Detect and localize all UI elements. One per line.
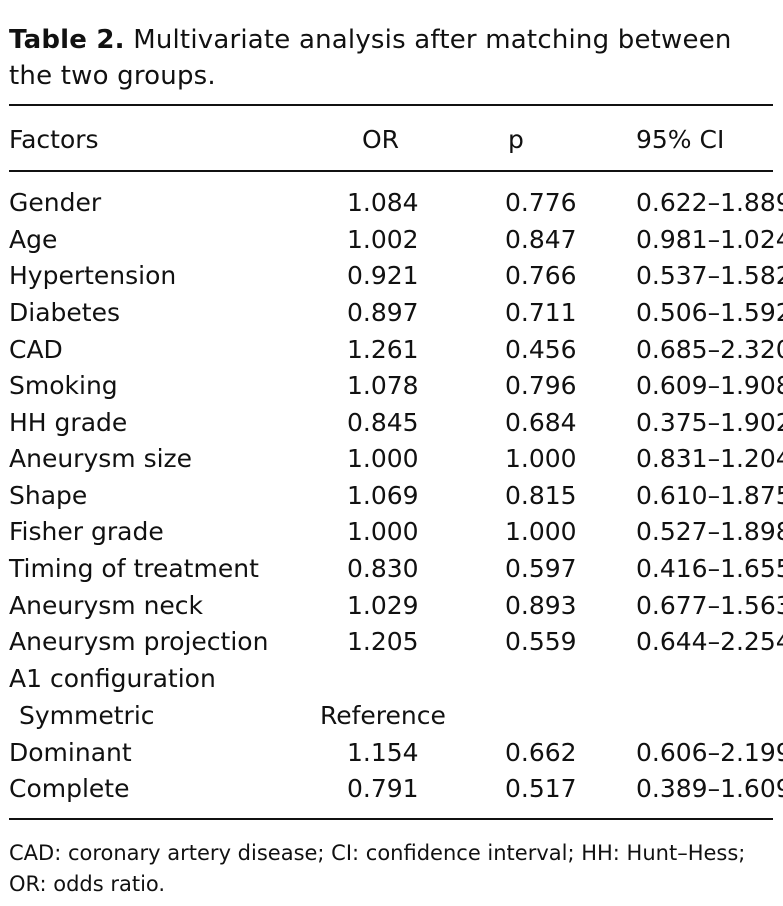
ci-cell: 0.506–1.592 [636,298,783,327]
p-cell: 1.000 [505,517,577,546]
table-row: Aneurysm size 1.000 1.000 0.831–1.204 [9,441,783,477]
p-cell: 0.776 [505,188,577,217]
factor-cell: Aneurysm projection [9,627,269,656]
p-cell: 0.662 [505,738,577,767]
p-cell: 0.517 [505,774,577,803]
factor-cell: Shape [9,481,88,510]
factor-cell: Gender [9,188,102,217]
top-rule [9,104,773,106]
ci-cell: 0.677–1.563 [636,591,783,620]
ci-cell: 0.685–2.320 [636,335,783,364]
ci-cell: 0.644–2.254 [636,627,783,656]
or-cell: 1.205 [347,627,419,656]
factor-cell: Timing of treatment [9,554,259,583]
ci-cell: 0.537–1.582 [636,261,783,290]
p-cell: 0.893 [505,591,577,620]
factor-cell: A1 configuration [9,664,216,693]
ci-cell: 0.527–1.898 [636,517,783,546]
table-row: A1 configuration [9,661,773,697]
ci-cell: 0.610–1.875 [636,481,783,510]
or-cell: 1.002 [347,225,419,254]
ci-cell: 0.622–1.889 [636,188,783,217]
p-cell: 0.559 [505,627,577,656]
or-cell: 1.154 [347,738,419,767]
or-cell: 1.029 [347,591,419,620]
or-cell: 1.078 [347,371,419,400]
or-cell: 0.897 [347,298,419,327]
table-row: Complete 0.791 0.517 0.389–1.609 [9,771,783,807]
table-row: CAD 1.261 0.456 0.685–2.320 [9,332,783,368]
or-cell: 0.791 [347,774,419,803]
factor-cell: Aneurysm neck [9,591,204,620]
ci-cell: 0.831–1.204 [636,444,783,473]
factor-cell: Diabetes [9,298,120,327]
ci-cell: 0.375–1.902 [636,408,783,437]
bottom-rule [9,818,773,820]
table-row: Hypertension 0.921 0.766 0.537–1.582 [9,258,783,294]
table-title: Multivariate analysis after matching bet… [9,25,732,91]
table-row: Aneurysm projection 1.205 0.559 0.644–2.… [9,624,783,660]
table-caption: Table 2. Multivariate analysis after mat… [9,22,774,94]
table-row: Aneurysm neck 1.029 0.893 0.677–1.563 [9,588,783,624]
p-cell: 0.711 [505,298,577,327]
factor-cell: Symmetric [19,701,155,730]
p-cell: 0.684 [505,408,577,437]
or-cell: 0.830 [347,554,419,583]
or-cell: 1.261 [347,335,419,364]
table-row: Symmetric Reference [9,698,773,734]
factor-cell: Complete [9,774,130,803]
or-cell: 1.000 [347,444,419,473]
table-row: Gender 1.084 0.776 0.622–1.889 [9,185,783,221]
table-row: Shape 1.069 0.815 0.610–1.875 [9,478,783,514]
table-row: Smoking 1.078 0.796 0.609–1.908 [9,368,783,404]
header-ci: 95% CI [636,125,725,154]
ci-cell: 0.416–1.655 [636,554,783,583]
table-header: Factors OR p 95% CI [9,122,773,158]
table-label: Table 2. [9,25,125,55]
ci-cell: 0.981–1.024 [636,225,783,254]
table-row: Dominant 1.154 0.662 0.606–2.199 [9,735,783,771]
factor-cell: Dominant [9,738,132,767]
factor-cell: Age [9,225,58,254]
or-cell: Reference [320,701,446,730]
factor-cell: Hypertension [9,261,177,290]
table-row: Age 1.002 0.847 0.981–1.024 [9,222,783,258]
or-cell: 1.069 [347,481,419,510]
p-cell: 0.847 [505,225,577,254]
factor-cell: Fisher grade [9,517,164,546]
header-rule [9,170,773,172]
or-cell: 0.845 [347,408,419,437]
header-factors: Factors [9,125,99,154]
p-cell: 1.000 [505,444,577,473]
table-row: Fisher grade 1.000 1.000 0.527–1.898 [9,514,783,550]
table-row: Diabetes 0.897 0.711 0.506–1.592 [9,295,783,331]
p-cell: 0.766 [505,261,577,290]
table-row: HH grade 0.845 0.684 0.375–1.902 [9,405,783,441]
header-or: OR [362,125,400,154]
factor-cell: CAD [9,335,63,364]
table-row: Timing of treatment 0.830 0.597 0.416–1.… [9,551,783,587]
p-cell: 0.597 [505,554,577,583]
or-cell: 1.000 [347,517,419,546]
or-cell: 1.084 [347,188,419,217]
p-cell: 0.815 [505,481,577,510]
or-cell: 0.921 [347,261,419,290]
factor-cell: HH grade [9,408,128,437]
factor-cell: Smoking [9,371,118,400]
table-footnote: CAD: coronary artery disease; CI: confid… [9,841,746,896]
factor-cell: Aneurysm size [9,444,193,473]
ci-cell: 0.609–1.908 [636,371,783,400]
p-cell: 0.456 [505,335,577,364]
ci-cell: 0.606–2.199 [636,738,783,767]
p-cell: 0.796 [505,371,577,400]
header-p: p [508,125,524,154]
ci-cell: 0.389–1.609 [636,774,783,803]
